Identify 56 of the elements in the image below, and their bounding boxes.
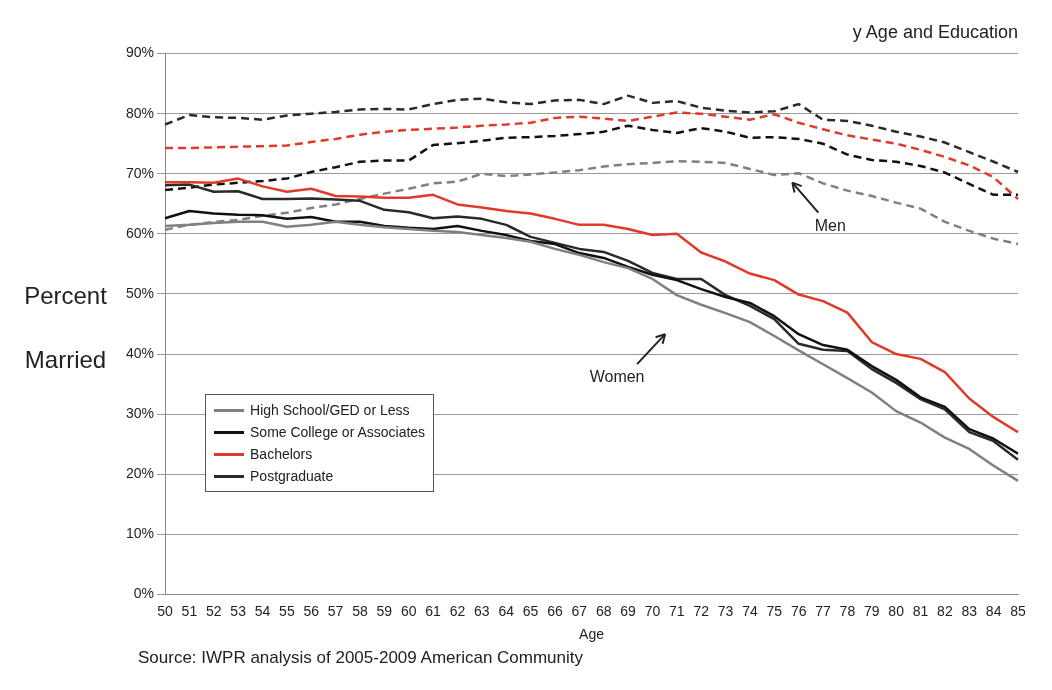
annotation: Women (589, 368, 645, 386)
y-tick-label: 70% (125, 164, 155, 181)
y-tick-label: 40% (125, 344, 155, 361)
source-note: Source: IWPR analysis of 2005-2009 American Community (138, 648, 585, 668)
x-tick-label: 53 (230, 602, 247, 619)
x-tick-label: 65 (522, 602, 539, 619)
x-tick-label: 56 (303, 602, 320, 619)
y-tick-label: 90% (125, 44, 155, 61)
y-tick-label: 10% (125, 525, 155, 542)
x-tick-label: 66 (547, 602, 563, 619)
x-tick-label: 84 (985, 602, 1002, 619)
x-tick-label: 58 (352, 602, 368, 619)
x-tick-label: 54 (254, 602, 271, 619)
x-tick-label: 76 (790, 602, 807, 619)
x-tick-label: 55 (279, 602, 295, 619)
x-tick-label: 50 (157, 602, 174, 619)
x-tick-label: 72 (693, 602, 710, 619)
x-tick-label: 57 (327, 602, 344, 619)
x-tick-label: 78 (839, 602, 856, 619)
y-tick-label: 30% (125, 404, 155, 421)
x-tick-label: 67 (571, 602, 588, 619)
x-axis-title: Age (579, 626, 605, 643)
text: Percent Married (24, 282, 107, 373)
x-tick-label: 81 (912, 602, 929, 619)
x-tick-label: 62 (449, 602, 466, 619)
x-tick-label: 63 (474, 602, 490, 619)
x-tick-label: 83 (961, 602, 978, 619)
x-tick-label: 73 (717, 602, 734, 619)
x-tick-label: 79 (863, 602, 880, 619)
x-tick-label: 69 (620, 602, 637, 619)
legend-label: High School/GED or Less (250, 402, 410, 419)
x-tick-label: 64 (498, 602, 515, 619)
x-tick-label: 59 (376, 602, 393, 619)
y-tick-label: 80% (125, 104, 155, 121)
y-tick-label: 20% (125, 465, 155, 482)
x-tick-label: 85 (1010, 602, 1026, 619)
y-tick-label: 50% (125, 284, 155, 301)
x-tick-label: 51 (181, 602, 198, 619)
y-tick-label: 0% (133, 585, 155, 602)
x-tick-label: 70 (644, 602, 661, 619)
x-tick-label: 52 (205, 602, 222, 619)
legend-label: Some College or Associates (250, 424, 426, 441)
x-tick-label: 74 (742, 602, 758, 619)
x-tick-label: 68 (595, 602, 612, 619)
x-tick-label: 77 (815, 602, 832, 619)
x-tick-label: 71 (669, 602, 685, 619)
x-tick-label: 82 (937, 602, 953, 619)
x-tick-label: 61 (425, 602, 442, 619)
y-tick-label: 60% (125, 224, 155, 241)
legend-label: Bachelors (250, 446, 313, 463)
annotation: Men (814, 217, 846, 235)
x-tick-label: 60 (400, 602, 417, 619)
x-tick-label: 80 (888, 602, 905, 619)
x-tick-label: 75 (766, 602, 783, 619)
chart-title: y Age and Education (852, 21, 1018, 42)
legend-label: Postgraduate (250, 468, 334, 485)
